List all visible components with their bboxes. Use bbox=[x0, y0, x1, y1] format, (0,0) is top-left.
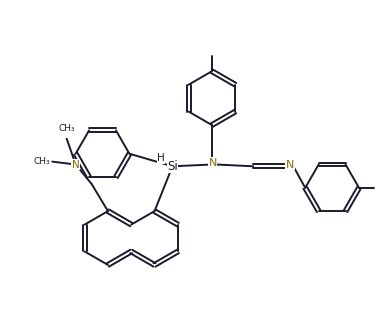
Text: N: N bbox=[72, 160, 80, 169]
Text: CH₃: CH₃ bbox=[58, 124, 75, 133]
Text: N: N bbox=[286, 160, 294, 169]
Text: Si: Si bbox=[167, 160, 178, 173]
Text: N: N bbox=[208, 158, 217, 168]
Text: CH₃: CH₃ bbox=[34, 157, 50, 166]
Text: H: H bbox=[157, 153, 165, 164]
